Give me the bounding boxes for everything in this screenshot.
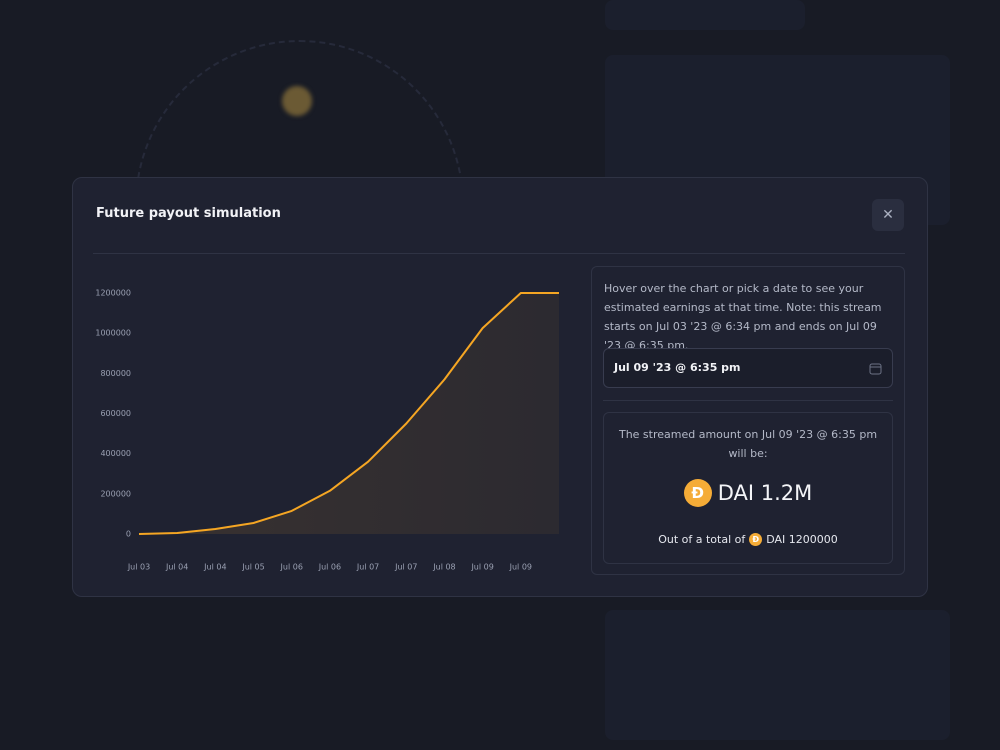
y-tick-label: 1000000 (95, 329, 131, 338)
background-card (605, 610, 950, 740)
x-tick-label: Jul 03 (127, 563, 150, 572)
description: Hover over the chart or pick a date to s… (604, 282, 882, 352)
y-tick-label: 800000 (100, 369, 131, 378)
x-tick-label: Jul 05 (241, 563, 264, 572)
area (139, 293, 559, 534)
y-tick-label: 0 (126, 530, 131, 539)
x-tick-label: Jul 07 (394, 563, 417, 572)
x-tick-label: Jul 04 (165, 563, 188, 572)
background-header (605, 0, 805, 30)
x-tick-label: Jul 08 (432, 563, 455, 572)
result-text: The streamed amount on Jul 09 '23 @ 6:35… (618, 428, 878, 460)
close-button[interactable]: ✕ (872, 199, 904, 231)
total: Out of a total of Đ DAI 1200000 (604, 533, 892, 546)
chart: 0 200000 400000 600000 800000 1000000 1200000 J… (95, 289, 559, 572)
date-picker[interactable]: Jul 09 '23 @ 6:35 pm (603, 348, 893, 388)
divider (603, 400, 893, 401)
x-tick-label: Jul 09 (470, 563, 493, 572)
dai-icon: Đ (683, 479, 712, 507)
y-tick-label: 200000 (100, 489, 131, 498)
dai-icon: Đ (749, 533, 763, 546)
modal-title: Future payout simulation (96, 206, 281, 221)
total-label: Out of a total of (658, 533, 746, 546)
info-panel: Hover over the chart or pick a date to s… (591, 266, 905, 575)
x-tick-label: Jul 04 (203, 563, 226, 572)
modal: Future payout simulation ✕ 0 200000 400000… (72, 177, 928, 597)
amount-value: DAI 1.2M (717, 481, 813, 505)
x-tick-label: Jul 07 (356, 563, 379, 572)
y-tick-label: 1200000 (95, 289, 131, 298)
amount: Đ DAI 1.2M (604, 479, 892, 507)
x-tick-label: Jul 06 (280, 563, 303, 572)
y-tick-label: 600000 (100, 409, 131, 418)
x-tick-label: Jul 09 (509, 563, 532, 572)
y-tick-label: 400000 (100, 449, 131, 458)
x-tick-label: Jul 06 (318, 563, 341, 572)
divider (93, 253, 905, 254)
line (138, 292, 559, 535)
total-value: DAI 1200000 (766, 533, 838, 546)
date-value: Jul 09 '23 @ 6:35 pm (614, 361, 741, 374)
result-card: The streamed amount on Jul 09 '23 @ 6:35… (603, 412, 893, 564)
background-coin (282, 86, 312, 116)
calendar-icon (869, 363, 882, 375)
